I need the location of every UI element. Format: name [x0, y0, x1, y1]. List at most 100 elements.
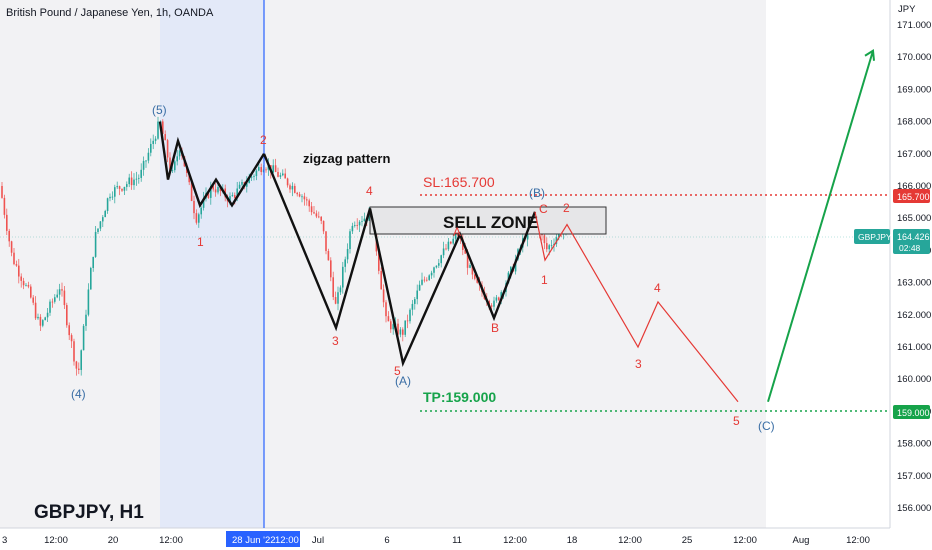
last-price-text: 164.426	[897, 232, 930, 242]
candle-body	[118, 186, 121, 189]
wave-label-3: 3	[332, 334, 339, 348]
candle-body	[238, 184, 241, 189]
zigzag-pattern-label: zigzag pattern	[303, 151, 390, 166]
candle-body	[97, 228, 99, 232]
candle-body	[212, 185, 214, 190]
candle-body	[116, 186, 118, 188]
wave-label-A-major: (A)	[395, 374, 411, 388]
wave-label-B-minor: B	[491, 321, 499, 335]
last-price-badge	[893, 229, 930, 254]
candle-body	[380, 270, 382, 290]
candle-body	[128, 177, 130, 185]
candle-body	[73, 341, 75, 362]
candle-body	[387, 316, 390, 322]
wave-label-sub-1: 1	[541, 273, 548, 287]
candle-body	[210, 185, 212, 198]
candle-body	[548, 245, 550, 250]
candle-body	[166, 140, 169, 158]
candle-body	[327, 250, 330, 261]
candle-body	[32, 297, 34, 303]
candle-body	[121, 188, 123, 191]
candle-body	[430, 272, 433, 276]
candle-body	[42, 320, 44, 326]
sell-zone-box[interactable]	[369, 206, 607, 235]
cursor-time-badge	[226, 531, 300, 547]
cursor-time-hour: 12:00	[275, 535, 299, 546]
candle-body	[250, 176, 253, 178]
candle-body	[332, 277, 334, 298]
candle-body	[339, 287, 342, 293]
candle-body	[277, 172, 279, 177]
candle-body	[169, 157, 171, 171]
candle-body	[135, 178, 138, 180]
wave-label-B-major: (B)	[529, 186, 545, 200]
candle-body	[310, 206, 313, 213]
candle-body	[265, 169, 267, 171]
candle-body	[308, 200, 310, 207]
wave-label-4-major: (4)	[71, 387, 86, 401]
candle-body	[142, 160, 145, 170]
candle-body	[174, 161, 176, 171]
candle-body	[428, 275, 430, 280]
target-arrow-line[interactable]	[767, 50, 874, 403]
price-tick-label: 169.000	[897, 84, 931, 95]
candle-body	[82, 325, 85, 351]
symbol-badge	[854, 229, 890, 244]
time-tick-label: 12:00	[733, 535, 757, 546]
sell-zone-label: SELL ZONE	[443, 213, 538, 232]
candle-body	[171, 170, 174, 171]
candle-body	[385, 302, 387, 317]
symbol-badge-text: GBPJPY	[858, 232, 892, 242]
candle-body	[20, 276, 22, 281]
candle-body	[294, 185, 296, 193]
candle-body	[433, 267, 435, 273]
candle-body	[248, 177, 250, 184]
candle-body	[445, 248, 447, 250]
candle-body	[306, 199, 308, 201]
candle-body	[344, 259, 346, 267]
candle-body	[457, 234, 459, 236]
time-ticks[interactable]: 3 12:00 20 12:00 Jul 6 11 12:00 18 12:00 25 12:00 Au…	[2, 535, 870, 546]
candle-body	[402, 329, 404, 335]
candle-body	[426, 279, 428, 281]
candle-body	[63, 290, 66, 306]
wave-label-2: 2	[260, 133, 267, 147]
wave-line-impulse[interactable]	[158, 121, 266, 209]
candle-body	[15, 264, 18, 266]
wave-label-4: 4	[366, 184, 373, 198]
candle-body	[56, 294, 58, 298]
time-tick-label: 12:00	[503, 535, 527, 546]
candle-body	[188, 172, 190, 183]
candle-body	[145, 160, 147, 162]
candle-body	[409, 309, 411, 322]
candle-body	[452, 238, 454, 244]
candle-body	[471, 265, 474, 275]
candle-body	[99, 221, 102, 229]
wave-label-sub-2: 2	[563, 201, 570, 215]
wave-label-proj-4: 4	[654, 281, 661, 295]
candle-body	[282, 173, 284, 176]
candle-body	[284, 173, 286, 179]
candle-body	[106, 198, 109, 211]
candle-body	[337, 292, 339, 304]
candle-body	[356, 225, 358, 226]
candle-body	[246, 183, 248, 187]
candle-body	[466, 253, 469, 268]
candle-body	[330, 260, 332, 278]
candle-body	[390, 321, 392, 330]
price-tick-label: 168.000	[897, 117, 931, 128]
projection-line[interactable]	[534, 211, 739, 403]
candle-body	[51, 301, 54, 303]
candle-body	[438, 263, 440, 266]
take-profit-price-text: 159.000	[897, 408, 930, 418]
candle-body	[25, 284, 27, 286]
wave-label-C-minor: C	[539, 202, 548, 216]
candle-body	[236, 188, 238, 198]
candle-body	[102, 217, 104, 222]
candle-body	[490, 305, 493, 307]
wave-line-zigzag[interactable]	[262, 153, 537, 367]
time-tick-label: 12:00	[44, 535, 68, 546]
time-tick-label: 3	[2, 535, 7, 546]
